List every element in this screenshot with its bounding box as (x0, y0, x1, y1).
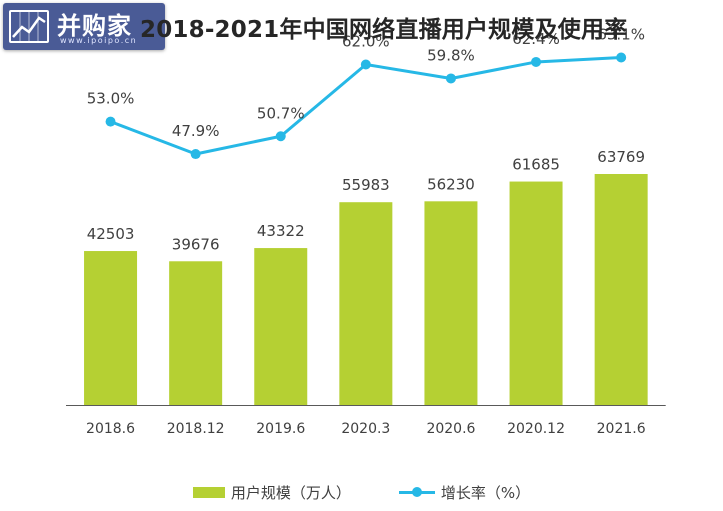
bars-group (84, 174, 648, 405)
chart-logo-icon (9, 10, 49, 43)
bar-2020.3 (339, 202, 393, 405)
legend-item-bar: 用户规模（万人） (192, 482, 351, 503)
bar-label-2020.3: 55983 (342, 176, 390, 194)
x-tick-2018.6: 2018.6 (86, 421, 135, 437)
legend-item-line: 增长率（%） (398, 482, 531, 503)
logo-text: 并购家 (57, 12, 132, 40)
x-tick-2020.6: 2020.6 (426, 421, 475, 437)
bar-2020.12 (509, 181, 563, 405)
bar-label-2019.6: 43322 (257, 222, 305, 240)
bar-2018.12 (169, 261, 223, 405)
x-tick-labels: 2018.6 2018.12 2019.6 2020.3 2020.6 2020.12 20… (86, 421, 646, 437)
x-tick-2020.12: 2020.12 (507, 421, 565, 437)
growth-label-2020.6: 59.8% (427, 46, 475, 64)
growth-point-2021.6 (616, 52, 627, 63)
growth-point-2020.6 (445, 73, 456, 84)
growth-label-2018.12: 47.9% (172, 122, 220, 140)
legend-line-swatch (398, 486, 435, 498)
growth-point-2019.6 (275, 131, 286, 142)
x-tick-2018.12: 2018.12 (167, 421, 225, 437)
bar-2020.6 (424, 201, 478, 405)
bar-2018.6 (84, 251, 138, 405)
x-tick-2019.6: 2019.6 (256, 421, 305, 437)
growth-point-2020.12 (531, 56, 542, 67)
growth-label-2021.6: 63.1% (597, 26, 645, 44)
growth-label-2020.12: 62.4% (512, 30, 560, 48)
growth-point-2018.6 (105, 116, 116, 127)
growth-line-group (105, 52, 627, 160)
legend-bar-swatch (192, 486, 225, 498)
bar-label-2020.6: 56230 (427, 175, 475, 193)
growth-point-2018.12 (190, 149, 201, 160)
bar-label-2018.6: 42503 (87, 225, 135, 243)
growth-value-labels: 53.0% 47.9% 50.7% 62.0% 59.8% 62.4% 63.1% (87, 26, 645, 141)
bar-2021.6 (594, 174, 648, 405)
bar-label-2018.12: 39676 (172, 235, 220, 253)
legend-line-label: 增长率（%） (440, 483, 531, 502)
logo-badge: 并购家 www.ipoipo.cn (3, 3, 165, 50)
growth-label-2018.6: 53.0% (87, 90, 135, 108)
growth-label-2020.3: 62.0% (342, 32, 390, 50)
bar-label-2020.12: 61685 (512, 156, 560, 174)
bar-label-2021.6: 63769 (597, 148, 645, 166)
bar-value-labels: 42503 39676 43322 55983 56230 61685 63769 (87, 148, 645, 253)
bar-2019.6 (254, 248, 308, 405)
legend: 用户规模（万人） 增长率（%） (0, 481, 723, 503)
chart-title: 2018-2021年中国网络直播用户规模及使用率 (140, 17, 628, 43)
growth-label-2019.6: 50.7% (257, 104, 305, 122)
x-tick-2021.6: 2021.6 (597, 421, 646, 437)
x-tick-2020.3: 2020.3 (341, 421, 390, 437)
growth-point-2020.3 (360, 59, 371, 70)
logo-url: www.ipoipo.cn (60, 36, 138, 45)
legend-bar-label: 用户规模（万人） (230, 483, 351, 502)
